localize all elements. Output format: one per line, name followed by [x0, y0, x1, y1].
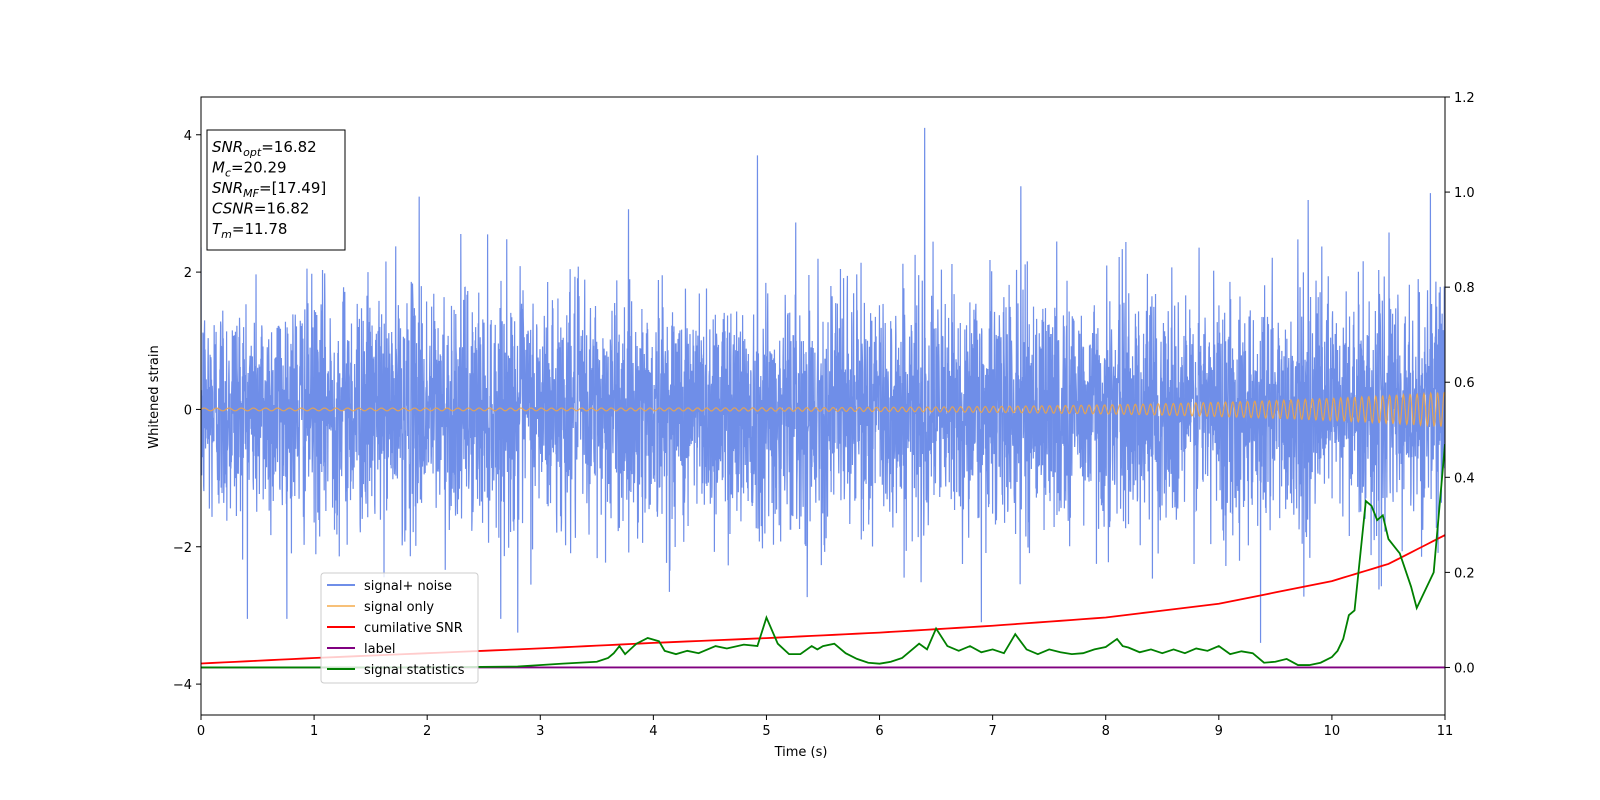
x-tick-label: 7	[988, 724, 996, 739]
info-line: CSNR=16.82	[212, 200, 309, 218]
legend-label: label	[364, 642, 395, 657]
y-right-tick-label: 0.8	[1454, 281, 1475, 296]
y-tick-label: 4	[184, 129, 192, 144]
x-tick-label: 2	[423, 724, 431, 739]
x-axis-title: Time (s)	[774, 745, 828, 760]
y-tick-label: −4	[173, 678, 192, 693]
legend: signal+ noise signal only cumilative SNR la…	[320, 572, 479, 684]
ticks: 0 1 2 3 4 5 6 7 8 9 10 11 −4 −2 0 2 4 0.0 0.2 0.4 0.6 0.8 1.0 1…	[173, 91, 1475, 739]
series-signal-noise	[201, 127, 1445, 643]
y-axis-title: Whitened strain	[147, 345, 162, 448]
info-box-frame	[206, 129, 346, 251]
x-tick-label: 5	[762, 724, 770, 739]
x-tick-label: 8	[1102, 724, 1110, 739]
info-line: Mc=20.29	[212, 159, 287, 180]
y-right-tick-label: 0.0	[1454, 661, 1475, 676]
y-right-tick-label: 0.2	[1454, 566, 1475, 581]
legend-box	[320, 572, 479, 684]
x-tick-label: 0	[197, 724, 205, 739]
y-tick-label: −2	[173, 541, 192, 556]
legend-label: signal statistics	[364, 663, 465, 678]
x-tick-label: 10	[1324, 724, 1341, 739]
axes-frame	[200, 96, 1446, 716]
info-line: Tm=11.78	[212, 220, 287, 241]
x-tick-label: 4	[649, 724, 657, 739]
y-right-tick-label: 1.2	[1454, 91, 1475, 106]
x-tick-label: 9	[1215, 724, 1223, 739]
series-signal-only	[201, 391, 1445, 428]
legend-label: signal+ noise	[364, 579, 452, 594]
legend-label: cumilative SNR	[364, 621, 463, 636]
info-line: SNRMF=[17.49]	[212, 179, 326, 200]
x-tick-label: 11	[1437, 724, 1454, 739]
x-tick-label: 6	[875, 724, 883, 739]
y-tick-label: 2	[184, 266, 192, 281]
legend-label: signal only	[364, 600, 434, 615]
series-signal-statistics	[201, 443, 1445, 669]
y-tick-label: 0	[184, 403, 192, 418]
y-right-tick-label: 0.6	[1454, 376, 1475, 391]
x-tick-label: 3	[536, 724, 544, 739]
x-tick-label: 1	[310, 724, 318, 739]
axes-border	[200, 96, 1446, 716]
info-line: SNRopt=16.82	[212, 138, 317, 159]
info-box: SNRopt=16.82Mc=20.29SNRMF=[17.49]CSNR=16…	[206, 129, 346, 251]
y-right-tick-label: 0.4	[1454, 471, 1475, 486]
y-right-tick-label: 1.0	[1454, 186, 1475, 201]
